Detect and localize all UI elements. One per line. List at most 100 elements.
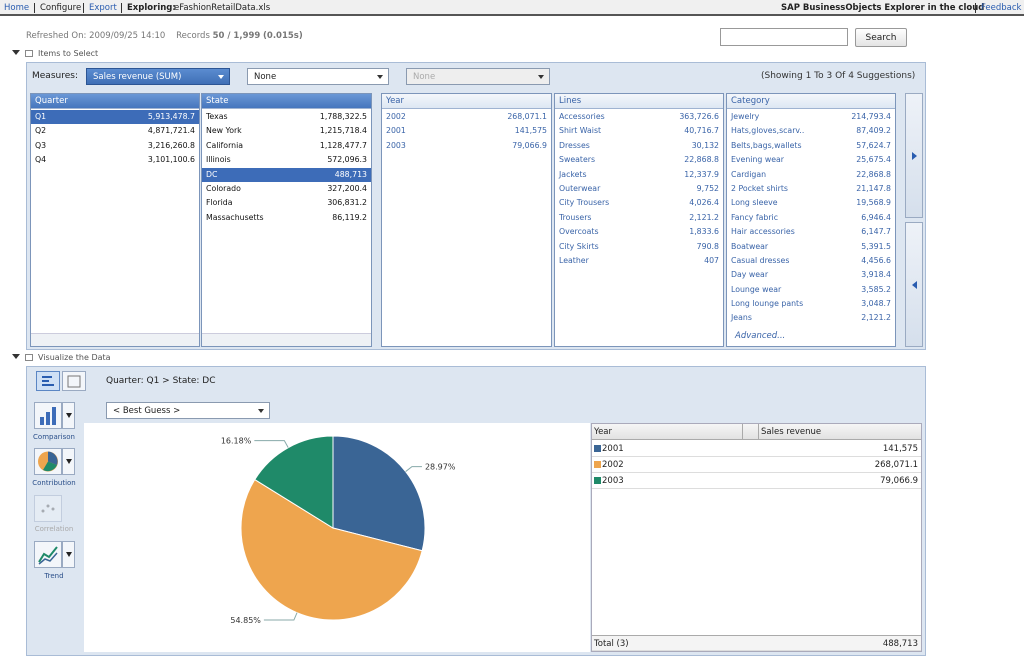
chart-view-tab[interactable] <box>36 371 60 391</box>
facet-row[interactable]: Jackets 12,337.9 <box>555 168 723 182</box>
facet-value: 1,215,718.4 <box>319 126 367 136</box>
collapse-toggle[interactable] <box>12 354 20 363</box>
facet-row[interactable]: Texas 1,788,322.5 <box>202 110 371 124</box>
facet-label: Q3 <box>35 140 47 150</box>
facet-row[interactable]: Q3 3,216,260.8 <box>31 139 199 153</box>
facet-label: Overcoats <box>559 227 599 237</box>
facet-row[interactable]: Illinois 572,096.3 <box>202 153 371 167</box>
records: 50 / 1,999 <box>212 31 261 41</box>
facet-row[interactable]: City Trousers 4,026.4 <box>555 196 723 210</box>
facet-row[interactable]: Day wear 3,918.4 <box>727 268 895 282</box>
feedback-link[interactable]: Feedback <box>975 3 1021 13</box>
facet-row[interactable]: Hats,gloves,scarv.. 87,409.2 <box>727 124 895 138</box>
chart-picker[interactable]: < Best Guess > <box>106 402 270 419</box>
value-cell: 268,071.1 <box>874 460 918 470</box>
facet-row[interactable]: Q1 5,913,478.7 <box>31 110 199 125</box>
facet-row[interactable]: Casual dresses 4,456.6 <box>727 254 895 268</box>
chart-type-menu[interactable] <box>62 402 75 429</box>
facet-label: Evening wear <box>731 155 784 165</box>
section-icon <box>25 354 33 361</box>
facet-label: Casual dresses <box>731 255 790 265</box>
facet-row[interactable]: Shirt Waist 40,716.7 <box>555 124 723 138</box>
nav-link[interactable]: Configure <box>34 3 81 13</box>
facet-row[interactable]: Evening wear 25,675.4 <box>727 153 895 167</box>
total-label: Total (3) <box>594 639 629 649</box>
search-button[interactable]: Search <box>855 28 907 47</box>
chart-type-icon[interactable] <box>34 541 62 568</box>
facet-row[interactable]: Jewelry 214,793.4 <box>727 110 895 124</box>
facet-row[interactable]: Massachusetts 86,119.2 <box>202 211 371 225</box>
advanced-link[interactable]: Advanced... <box>735 331 786 341</box>
facet-row[interactable]: City Skirts 790.8 <box>555 240 723 254</box>
facet-value: 30,132 <box>691 140 719 150</box>
chart-type-icon[interactable] <box>34 448 62 475</box>
facet-value: 3,918.4 <box>861 270 891 280</box>
facet-label: Florida <box>206 198 233 208</box>
chart-type-label[interactable]: Comparison <box>33 433 75 441</box>
facet-value: 3,101,100.6 <box>147 155 195 165</box>
facet-header[interactable]: Quarter <box>31 94 199 109</box>
facet-header[interactable]: Category <box>727 94 895 109</box>
facet-label: Long lounge pants <box>731 299 804 309</box>
records-label: Records <box>176 31 210 41</box>
facet-row[interactable]: Colorado 327,200.4 <box>202 182 371 196</box>
facet-row[interactable]: Leather 407 <box>555 254 723 268</box>
prev-button[interactable] <box>905 222 923 347</box>
measure-dropdown[interactable]: None <box>247 68 389 85</box>
chart-type-menu[interactable] <box>62 541 75 568</box>
next-button[interactable] <box>905 93 923 218</box>
facet-label: Sweaters <box>559 155 596 165</box>
facet-row[interactable]: 2001 141,575 <box>382 124 551 138</box>
facet-row[interactable]: Q4 3,101,100.6 <box>31 153 199 167</box>
facet-row[interactable]: New York 1,215,718.4 <box>202 124 371 138</box>
facet-row[interactable]: 2003 79,066.9 <box>382 139 551 153</box>
pie-slice <box>332 435 426 552</box>
chart-type-menu[interactable] <box>62 448 75 475</box>
section-icon <box>25 50 33 57</box>
facet-label: 2003 <box>386 140 406 150</box>
collapse-toggle[interactable] <box>12 50 20 59</box>
search-input[interactable] <box>720 28 848 46</box>
facet-value: 6,946.4 <box>861 212 891 222</box>
facet-row[interactable]: Long lounge pants 3,048.7 <box>727 297 895 311</box>
facet-header[interactable]: State <box>202 94 371 109</box>
facet-row[interactable]: Long sleeve 19,568.9 <box>727 196 895 210</box>
legend-swatch <box>594 477 601 484</box>
legend-swatch <box>594 461 601 468</box>
facet-row[interactable]: 2 Pocket shirts 21,147.8 <box>727 182 895 196</box>
table-view-tab[interactable] <box>62 371 86 391</box>
facet-row[interactable]: DC 488,713 <box>202 167 371 182</box>
facet-row[interactable]: Boatwear 5,391.5 <box>727 240 895 254</box>
measure-dropdown[interactable]: Sales revenue (SUM) <box>86 68 230 85</box>
facet-row[interactable]: Q2 4,871,721.4 <box>31 124 199 138</box>
facet-row[interactable]: Overcoats 1,833.6 <box>555 225 723 239</box>
facet-row[interactable]: Hair accessories 6,147.7 <box>727 225 895 239</box>
chart-type-label[interactable]: Contribution <box>32 479 76 487</box>
column-header[interactable]: Year <box>594 427 612 437</box>
facet-row[interactable]: Fancy fabric 6,946.4 <box>727 211 895 225</box>
column-header[interactable]: Sales revenue <box>758 424 821 440</box>
nav-link[interactable]: Home <box>4 3 30 13</box>
facet-row[interactable]: California 1,128,477.7 <box>202 139 371 153</box>
facet-header[interactable]: Lines <box>555 94 723 109</box>
chart-type-icon[interactable] <box>34 402 62 429</box>
nav-link[interactable]: Export <box>83 3 117 13</box>
facet-row[interactable]: Accessories 363,726.6 <box>555 110 723 124</box>
facet-row[interactable]: Cardigan 22,868.8 <box>727 168 895 182</box>
facet-row[interactable]: Outerwear 9,752 <box>555 182 723 196</box>
facet-header[interactable]: Year <box>382 94 551 109</box>
facet-row[interactable]: 2002 268,071.1 <box>382 110 551 124</box>
facet-row[interactable]: Jeans 2,121.2 <box>727 311 895 325</box>
chart-type-label[interactable]: Trend <box>44 572 64 580</box>
facet-label: Q1 <box>35 112 47 121</box>
facet-row[interactable]: Belts,bags,wallets 57,624.7 <box>727 139 895 153</box>
facet-value: 4,026.4 <box>689 198 719 208</box>
facet-row[interactable]: Florida 306,831.2 <box>202 196 371 210</box>
facet-label: Outerwear <box>559 183 601 193</box>
facet-row[interactable]: Dresses 30,132 <box>555 139 723 153</box>
facet-row[interactable]: Trousers 2,121.2 <box>555 211 723 225</box>
facet-row[interactable]: Lounge wear 3,585.2 <box>727 283 895 297</box>
facet-label: Fancy fabric <box>731 212 778 222</box>
facet-row[interactable]: Sweaters 22,868.8 <box>555 153 723 167</box>
